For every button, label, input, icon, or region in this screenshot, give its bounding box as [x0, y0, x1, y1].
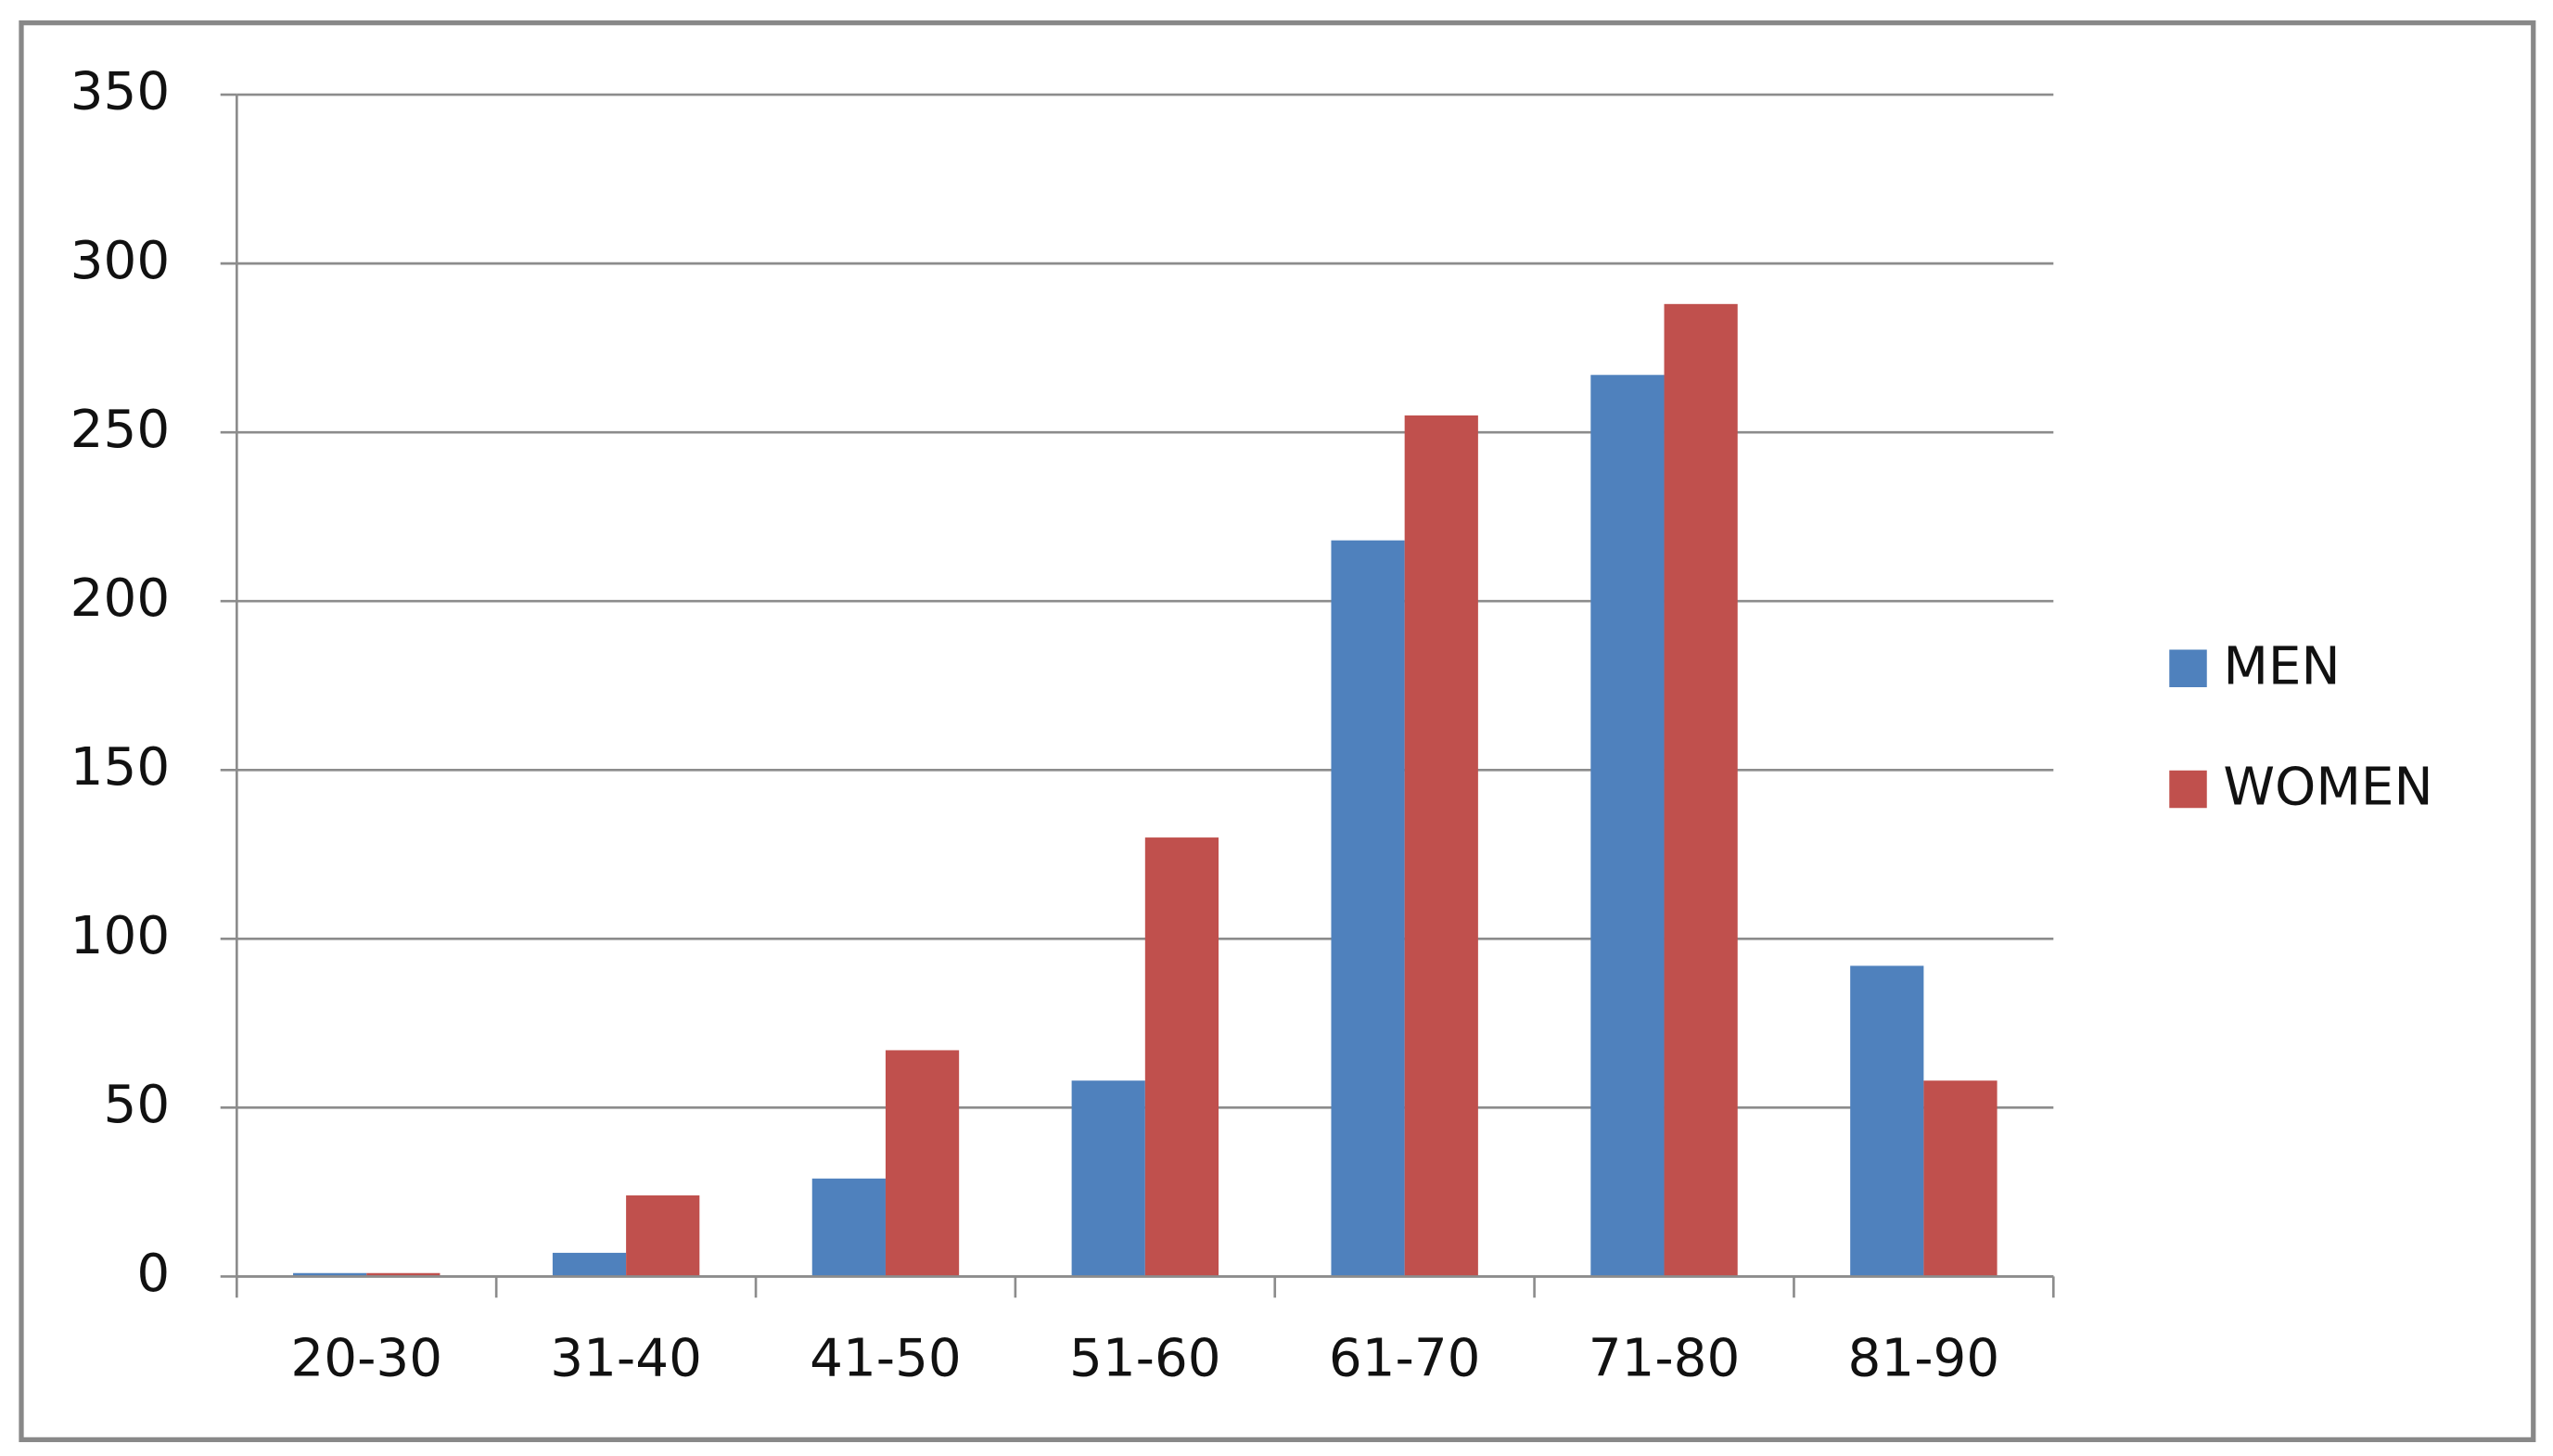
bar	[366, 1272, 440, 1277]
bar	[1331, 540, 1405, 1277]
legend-swatch	[2169, 770, 2207, 809]
bar	[1923, 1080, 1998, 1277]
bar	[552, 1252, 627, 1277]
x-tick-label: 31-40	[550, 1329, 702, 1389]
bar	[885, 1050, 960, 1277]
bar	[1404, 415, 1478, 1277]
bar	[1144, 837, 1219, 1277]
y-tick-label: 150	[70, 737, 170, 798]
y-tick-label: 100	[70, 906, 170, 966]
chart-border	[19, 20, 2536, 1443]
y-tick-label: 300	[70, 231, 170, 291]
legend-label: WOMEN	[2223, 758, 2432, 818]
y-tick-label: 50	[104, 1075, 171, 1135]
bar	[1071, 1080, 1145, 1277]
x-tick-label: 71-80	[1589, 1329, 1741, 1389]
x-tick-label: 81-90	[1848, 1329, 2000, 1389]
x-tick-label: 41-50	[810, 1329, 962, 1389]
y-tick-label: 0	[136, 1244, 170, 1304]
legend-label: MEN	[2223, 636, 2340, 696]
legend-swatch	[2169, 649, 2207, 687]
bar	[811, 1178, 886, 1277]
bar	[1664, 303, 1738, 1277]
bar	[1850, 965, 1924, 1277]
bar	[626, 1195, 700, 1277]
y-tick-label: 350	[70, 62, 170, 122]
y-tick-label: 200	[70, 568, 170, 629]
x-tick-label: 61-70	[1329, 1329, 1481, 1389]
x-tick-label: 51-60	[1069, 1329, 1221, 1389]
bar	[293, 1272, 367, 1277]
bar	[1590, 375, 1665, 1277]
x-tick-label: 20-30	[290, 1329, 442, 1389]
y-tick-label: 250	[70, 400, 170, 460]
